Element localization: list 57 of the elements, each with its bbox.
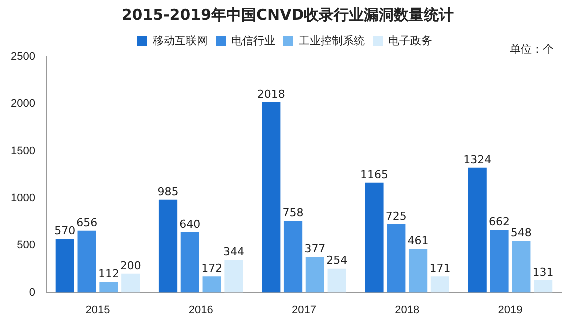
bar <box>122 274 140 293</box>
bar <box>224 260 244 293</box>
bar <box>158 200 178 293</box>
x-tick-label: 2019 <box>498 304 523 316</box>
data-label: 640 <box>180 218 201 231</box>
y-tick-label: 2500 <box>10 51 36 64</box>
chart-title: 2015-2019年中国CNVD收录行业漏洞数量统计 <box>120 6 456 25</box>
legend-label: 工业控制系统 <box>299 34 365 48</box>
bar <box>430 276 450 293</box>
data-label: 725 <box>386 210 407 223</box>
bar <box>284 221 303 293</box>
data-label: 570 <box>54 224 76 238</box>
data-label: 172 <box>202 262 223 275</box>
y-tick-label: 500 <box>17 240 36 252</box>
data-label: 112 <box>98 268 120 281</box>
bar <box>202 276 222 293</box>
y-tick-label: 0 <box>29 286 36 299</box>
bar <box>306 257 324 293</box>
data-label: 131 <box>532 266 554 279</box>
legend-label: 移动互联网 <box>153 36 208 48</box>
data-label: 461 <box>408 234 429 248</box>
data-label: 1324 <box>464 153 492 166</box>
data-label: 200 <box>120 259 142 272</box>
bar <box>408 249 428 293</box>
bar <box>387 224 406 293</box>
legend-label: 电信行业 <box>232 34 276 48</box>
data-label: 656 <box>76 216 98 230</box>
data-label: 758 <box>282 206 304 220</box>
x-tick-label: 2018 <box>395 304 420 316</box>
y-tick-label: 1000 <box>10 192 36 205</box>
bar <box>78 230 96 293</box>
bar <box>180 232 200 293</box>
bar <box>490 230 509 293</box>
bar <box>262 102 281 293</box>
data-label: 985 <box>158 185 179 198</box>
bar <box>100 282 118 293</box>
x-tick-label: 2017 <box>292 304 316 316</box>
bar <box>534 280 553 293</box>
bar <box>56 239 74 293</box>
bar <box>365 182 384 293</box>
x-tick-label: 2016 <box>188 304 214 316</box>
data-label: 662 <box>488 216 510 229</box>
data-label: 171 <box>430 262 451 276</box>
text: 单位：个 <box>510 42 554 57</box>
y-tick-label: 1500 <box>10 145 36 158</box>
data-label: 1165 <box>360 168 388 182</box>
data-label: 377 <box>304 242 326 256</box>
data-label: 548 <box>510 226 532 240</box>
bar <box>512 241 531 293</box>
y-tick-label: 2000 <box>10 98 36 110</box>
bar <box>468 168 487 293</box>
data-label: 254 <box>326 254 348 268</box>
x-tick-label: 2015 <box>86 304 110 316</box>
legend-label: 电子政务 <box>388 34 432 48</box>
data-label: 344 <box>223 246 244 259</box>
bar <box>328 268 346 293</box>
data-label: 2018 <box>257 88 286 101</box>
